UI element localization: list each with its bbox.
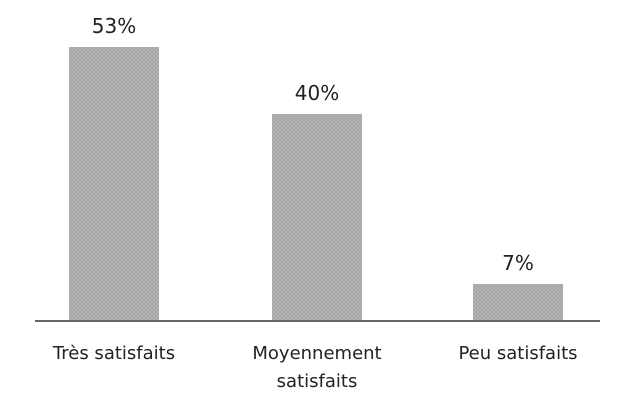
value-label: 53% — [92, 14, 136, 38]
value-label: 40% — [295, 81, 339, 105]
x-tick-label: Peu satisfaits — [458, 343, 578, 364]
value-label: 7% — [502, 251, 534, 275]
bar-texture — [69, 47, 159, 320]
x-tick-label: Moyennement satisfaits — [252, 343, 382, 392]
bar-texture — [473, 283, 563, 320]
x-tick-label: Très satisfaits — [52, 343, 176, 364]
bar-texture — [272, 113, 362, 320]
